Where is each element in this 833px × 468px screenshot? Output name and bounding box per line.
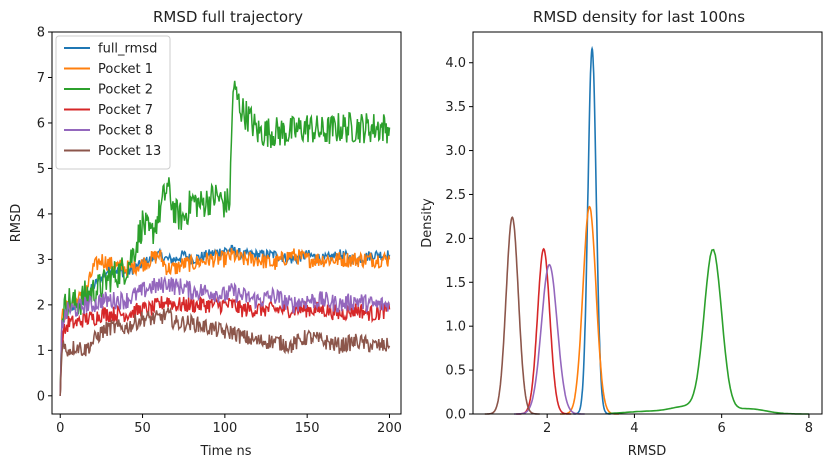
y-tick-label: 0.0	[445, 408, 466, 423]
legend-label: Pocket 13	[98, 144, 161, 159]
x-tick-label: 4	[630, 421, 638, 436]
y-tick-label: 1.0	[445, 320, 466, 335]
series-line-4	[59, 275, 391, 396]
x-tick-label: 150	[295, 421, 320, 436]
legend-label: Pocket 2	[98, 83, 153, 98]
series-line-2	[59, 80, 391, 396]
left-panel: RMSD full trajectory 0 50 100 150 200 0 1 2 3 4 5…	[9, 8, 402, 459]
y-tick-label: 8	[37, 26, 45, 41]
left-axes-frame	[51, 31, 402, 415]
y-tick-label: 3.5	[445, 100, 466, 115]
series-line-3	[59, 296, 391, 396]
y-tick-label: 3.0	[445, 144, 466, 159]
x-tick-label: 200	[377, 421, 402, 436]
left-legend: full_rmsd Pocket 1 Pocket 2 Pocket 7 Pocket …	[55, 35, 171, 170]
legend-label: Pocket 8	[98, 124, 153, 139]
x-tick-label: 6	[718, 421, 726, 436]
x-tick-label: 0	[56, 421, 64, 436]
x-tick-label: 100	[212, 421, 237, 436]
left-x-ticks: 0 50 100 150 200	[56, 414, 402, 436]
density-curve-4	[514, 263, 585, 415]
right-y-ticks: 0.0 0.5 1.0 1.5 2.0 2.5 3.0 3.5 4.0	[445, 56, 473, 423]
legend-label: full_rmsd	[98, 42, 157, 57]
y-tick-label: 7	[37, 71, 45, 86]
legend-label: Pocket 1	[98, 62, 153, 77]
left-y-ticks: 0 1 2 3 4 5 6 7 8	[37, 26, 52, 404]
x-tick-label: 50	[134, 421, 151, 436]
right-panel: RMSD density for last 100ns 2 4 6 8 0.0 0.5 1…	[420, 8, 823, 459]
y-tick-label: 2.5	[445, 188, 466, 203]
y-tick-label: 3	[37, 253, 45, 268]
y-tick-label: 1.5	[445, 276, 466, 291]
y-tick-label: 2.0	[445, 232, 466, 247]
x-tick-label: 8	[805, 421, 813, 436]
left-y-axis-label: RMSD	[9, 204, 24, 243]
left-title: RMSD full trajectory	[153, 8, 303, 26]
series-line-5	[59, 306, 391, 396]
y-tick-label: 4	[37, 207, 45, 222]
y-tick-label: 0	[37, 389, 45, 404]
right-axes-frame	[472, 31, 823, 415]
left-plot-area	[59, 80, 391, 396]
density-curve-5	[484, 216, 540, 415]
right-plot-area	[484, 45, 809, 415]
x-tick-label: 2	[543, 421, 551, 436]
y-tick-label: 4.0	[445, 56, 466, 71]
left-x-axis-label: Time ns	[200, 444, 252, 459]
y-tick-label: 6	[37, 116, 45, 131]
right-title: RMSD density for last 100ns	[533, 8, 745, 26]
legend-label: Pocket 7	[98, 103, 153, 118]
right-x-ticks: 2 4 6 8	[543, 414, 813, 436]
y-tick-label: 0.5	[445, 364, 466, 379]
density-curve-1	[560, 205, 619, 415]
y-tick-label: 5	[37, 162, 45, 177]
y-tick-label: 2	[37, 298, 45, 313]
right-y-axis-label: Density	[420, 198, 435, 248]
y-tick-label: 1	[37, 344, 45, 359]
density-curve-2	[608, 248, 809, 415]
right-x-axis-label: RMSD	[628, 444, 667, 459]
density-curve-0	[573, 45, 611, 415]
